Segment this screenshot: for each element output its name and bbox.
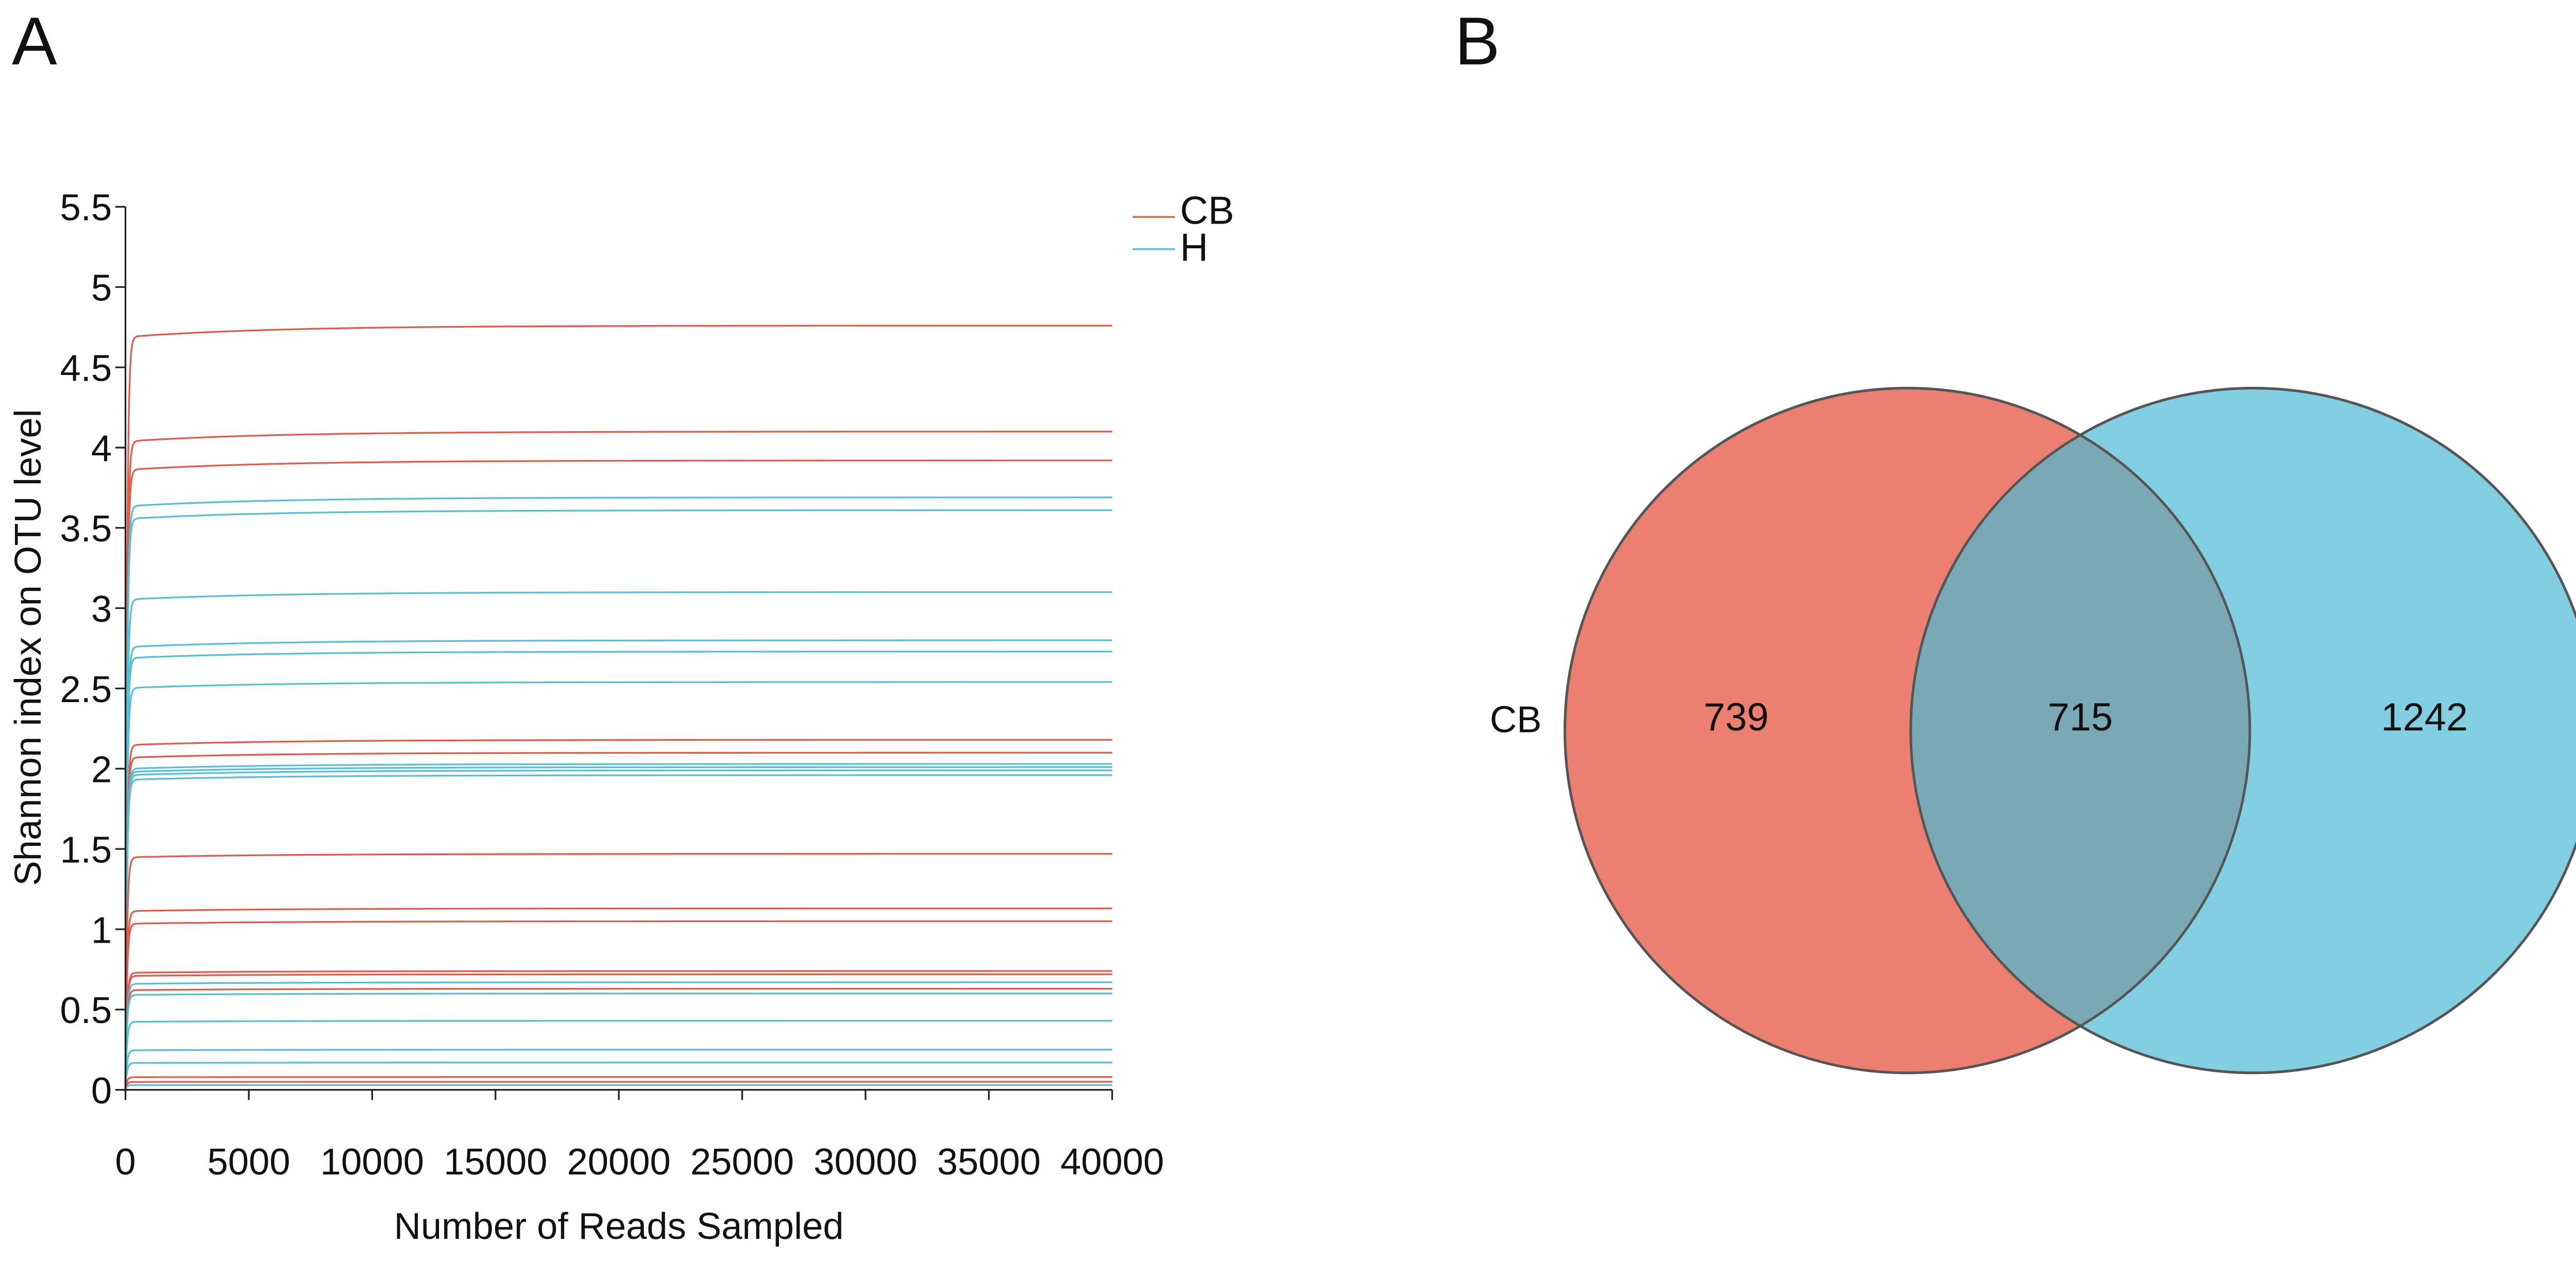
legend-label-cb: CB [1180, 189, 1234, 232]
rarefaction-curve-cb [124, 973, 1112, 1090]
x-tick-label: 10000 [320, 1141, 424, 1183]
x-ticks-group: 0 5000 10000 15000 20000 25000 30000 35000 40000 [115, 1089, 1164, 1183]
rarefaction-curve-cb [124, 752, 1112, 1090]
x-tick-label: 5000 [207, 1141, 290, 1183]
rarefaction-curve-cb [124, 853, 1112, 1090]
rarefaction-curve-cb [124, 907, 1112, 1090]
venn-overlap-region [1910, 388, 2250, 1073]
rarefaction-curve-h [124, 651, 1112, 1090]
x-tick-label: 30000 [814, 1141, 917, 1183]
venn-count-cb-only: 739 [1704, 695, 1769, 739]
legend: CB H [1132, 189, 1234, 270]
rarefaction-curve-cb [124, 431, 1112, 1090]
rarefaction-curve-cb [124, 1081, 1112, 1090]
x-tick-label: 0 [115, 1141, 135, 1183]
y-tick-label: 4.5 [60, 347, 112, 389]
venn-count-overlap: 715 [2048, 695, 2113, 739]
rarefaction-curve-h [124, 763, 1112, 1090]
y-tick-label: 1 [91, 909, 112, 951]
y-tick-label: 5.5 [60, 187, 112, 229]
curves-group [124, 325, 1112, 1090]
y-tick-label: 3.5 [60, 508, 112, 550]
rarefaction-curve-h [124, 1049, 1112, 1090]
rarefaction-curve-h [124, 993, 1112, 1090]
y-tick-label: 1.5 [60, 829, 112, 871]
x-tick-label: 15000 [444, 1141, 547, 1183]
rarefaction-curve-h [124, 591, 1112, 1090]
rarefaction-curve-h [124, 681, 1112, 1090]
x-tick-label: 20000 [567, 1141, 671, 1183]
y-tick-label: 0 [91, 1070, 112, 1112]
y-tick-label: 3 [91, 588, 112, 630]
y-tick-label: 2 [91, 749, 112, 791]
rarefaction-curve-cb [124, 1076, 1112, 1090]
rarefaction-curve-h [124, 766, 1112, 1090]
venn-set-label-cb: CB [1490, 698, 1542, 740]
venn-count-h-only: 1242 [2381, 695, 2468, 739]
x-tick-label: 40000 [1060, 1141, 1164, 1183]
x-axis-title: Number of Reads Sampled [394, 1205, 844, 1247]
rarefaction-curve-h [124, 496, 1112, 1090]
rarefaction-curve-h [124, 1062, 1112, 1090]
x-tick-label: 35000 [937, 1141, 1041, 1183]
y-ticks-group: 0 0.5 1 1.5 2 2.5 3 3.5 4 4.5 5 5.5 [60, 187, 126, 1112]
rarefaction-curve-h [124, 981, 1112, 1090]
rarefaction-curve-cb [124, 970, 1112, 1090]
rarefaction-curve-cb [124, 920, 1112, 1090]
y-tick-label: 5 [91, 267, 112, 309]
venn-outline-h [1909, 387, 2576, 1075]
rarefaction-curve-h [124, 509, 1112, 1090]
rarefaction-curve-cb [124, 987, 1112, 1090]
y-tick-label: 0.5 [60, 990, 112, 1031]
rarefaction-curve-h [124, 774, 1112, 1090]
panel-b-label: B [1455, 3, 1500, 79]
rarefaction-curve-h [124, 769, 1112, 1090]
y-tick-label: 4 [91, 428, 112, 469]
venn-outline-cb [1563, 387, 2251, 1075]
y-tick-label: 2.5 [60, 669, 112, 710]
y-axis-title: Shannon index on OTU level [7, 409, 49, 885]
rarefaction-curve-h [124, 1084, 1112, 1090]
panel-b: B 739 715 1242 CB H [1455, 3, 2576, 1075]
legend-label-h: H [1180, 226, 1208, 270]
x-tick-label: 25000 [690, 1141, 794, 1183]
rarefaction-curve-cb [124, 739, 1112, 1090]
rarefaction-curve-cb [124, 325, 1112, 1090]
panel-a-label: A [12, 3, 57, 79]
rarefaction-curve-h [124, 639, 1112, 1090]
panel-a: A 0 0.5 1 1.5 2 2.5 3 3.5 4 4.5 5 5.5 0 5000 10000 150… [7, 3, 1234, 1247]
rarefaction-curve-h [124, 1020, 1112, 1090]
rarefaction-curve-cb [124, 459, 1112, 1090]
